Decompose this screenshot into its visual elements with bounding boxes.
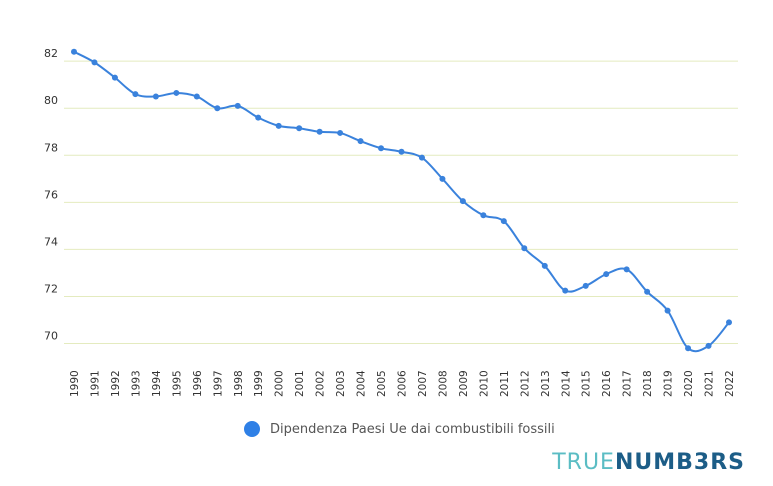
brand-part-2: NUMB3RS [614, 450, 745, 475]
x-tick-label: 1992 [110, 370, 122, 397]
data-points [71, 48, 732, 352]
data-point-2018[interactable] [644, 288, 651, 295]
x-tick-label: 1990 [69, 370, 81, 397]
data-point-2011[interactable] [500, 218, 507, 225]
data-point-2001[interactable] [296, 125, 303, 132]
x-tick-label: 2006 [397, 370, 409, 397]
series-line [73, 50, 730, 353]
x-tick-label: 2018 [642, 370, 654, 397]
data-point-2020[interactable] [685, 345, 692, 352]
x-tick-label: 1999 [253, 370, 265, 397]
x-tick-label: 2021 [704, 370, 716, 397]
x-tick-label: 1991 [89, 370, 101, 397]
x-axis-ticks: 1990 1991 1992 1993 1994 1995 1996 1997 1998 1999… [69, 370, 736, 397]
data-point-2010[interactable] [480, 212, 487, 219]
x-tick-label: 2002 [315, 370, 327, 397]
data-point-1995[interactable] [173, 89, 180, 96]
data-point-1991[interactable] [91, 59, 98, 66]
x-tick-label: 2001 [294, 370, 306, 397]
data-point-2019[interactable] [664, 307, 671, 314]
data-point-2002[interactable] [316, 128, 323, 135]
x-tick-label: 2010 [478, 370, 490, 397]
x-tick-label: 1994 [151, 370, 163, 397]
x-tick-label: 2022 [724, 370, 736, 397]
data-point-2000[interactable] [275, 122, 282, 129]
x-tick-label: 2005 [376, 370, 388, 397]
gridlines [64, 60, 738, 345]
data-point-2015[interactable] [582, 282, 589, 289]
legend[interactable]: Dipendenza Paesi Ue dai combustibili fos… [244, 421, 555, 437]
data-point-2014[interactable] [562, 287, 569, 294]
data-point-2021[interactable] [705, 342, 712, 349]
data-point-1993[interactable] [132, 91, 139, 98]
data-point-2017[interactable] [623, 266, 630, 273]
x-tick-label: 2008 [437, 370, 449, 397]
data-point-2005[interactable] [378, 145, 385, 152]
x-tick-label: 2019 [663, 370, 675, 397]
data-point-1994[interactable] [152, 93, 159, 100]
data-point-2022[interactable] [726, 319, 732, 326]
brand-part-1: TRUE [552, 450, 615, 475]
data-point-1998[interactable] [234, 102, 241, 109]
data-point-2013[interactable] [541, 262, 548, 269]
x-tick-label: 2016 [601, 370, 613, 397]
legend-label: Dipendenza Paesi Ue dai combustibili fos… [270, 421, 555, 437]
y-tick-label: 82 [44, 47, 58, 60]
x-tick-label: 1993 [130, 370, 142, 397]
x-tick-label: 1995 [171, 370, 183, 397]
y-tick-label: 80 [44, 94, 58, 107]
x-tick-label: 2012 [519, 370, 531, 397]
x-tick-label: 1998 [233, 370, 245, 397]
legend-marker [244, 421, 260, 437]
y-tick-label: 70 [44, 330, 58, 343]
brand-logo: TRUENUMB3RS [552, 450, 745, 475]
y-tick-label: 78 [44, 141, 58, 154]
x-tick-label: 2014 [560, 370, 572, 397]
x-tick-label: 2011 [499, 370, 511, 397]
x-tick-label: 2017 [622, 370, 634, 397]
x-tick-label: 2003 [335, 370, 347, 397]
x-tick-label: 2013 [540, 370, 552, 397]
data-point-2004[interactable] [357, 138, 364, 145]
x-tick-label: 2004 [356, 370, 368, 397]
y-tick-label: 72 [44, 282, 58, 295]
y-tick-label: 76 [44, 188, 58, 201]
data-point-2009[interactable] [459, 198, 466, 205]
data-point-1992[interactable] [111, 74, 118, 81]
x-tick-label: 2015 [581, 370, 593, 397]
x-tick-label: 2000 [274, 370, 286, 397]
data-point-1999[interactable] [255, 114, 262, 121]
x-tick-label: 1996 [192, 370, 204, 397]
y-axis-ticks: 70 72 74 76 78 80 82 [44, 47, 58, 342]
x-tick-label: 2020 [683, 370, 695, 397]
y-tick-label: 74 [44, 235, 58, 248]
data-point-2007[interactable] [418, 154, 425, 161]
data-point-1996[interactable] [193, 93, 200, 100]
data-point-1997[interactable] [214, 105, 221, 112]
x-tick-label: 2009 [458, 370, 470, 397]
data-point-1990[interactable] [71, 48, 77, 55]
data-point-2016[interactable] [603, 271, 610, 278]
data-point-2012[interactable] [521, 245, 528, 252]
data-point-2008[interactable] [439, 175, 446, 182]
x-tick-label: 2007 [417, 370, 429, 397]
x-tick-label: 1997 [212, 370, 224, 397]
data-point-2006[interactable] [398, 148, 405, 155]
data-point-2003[interactable] [337, 129, 344, 136]
